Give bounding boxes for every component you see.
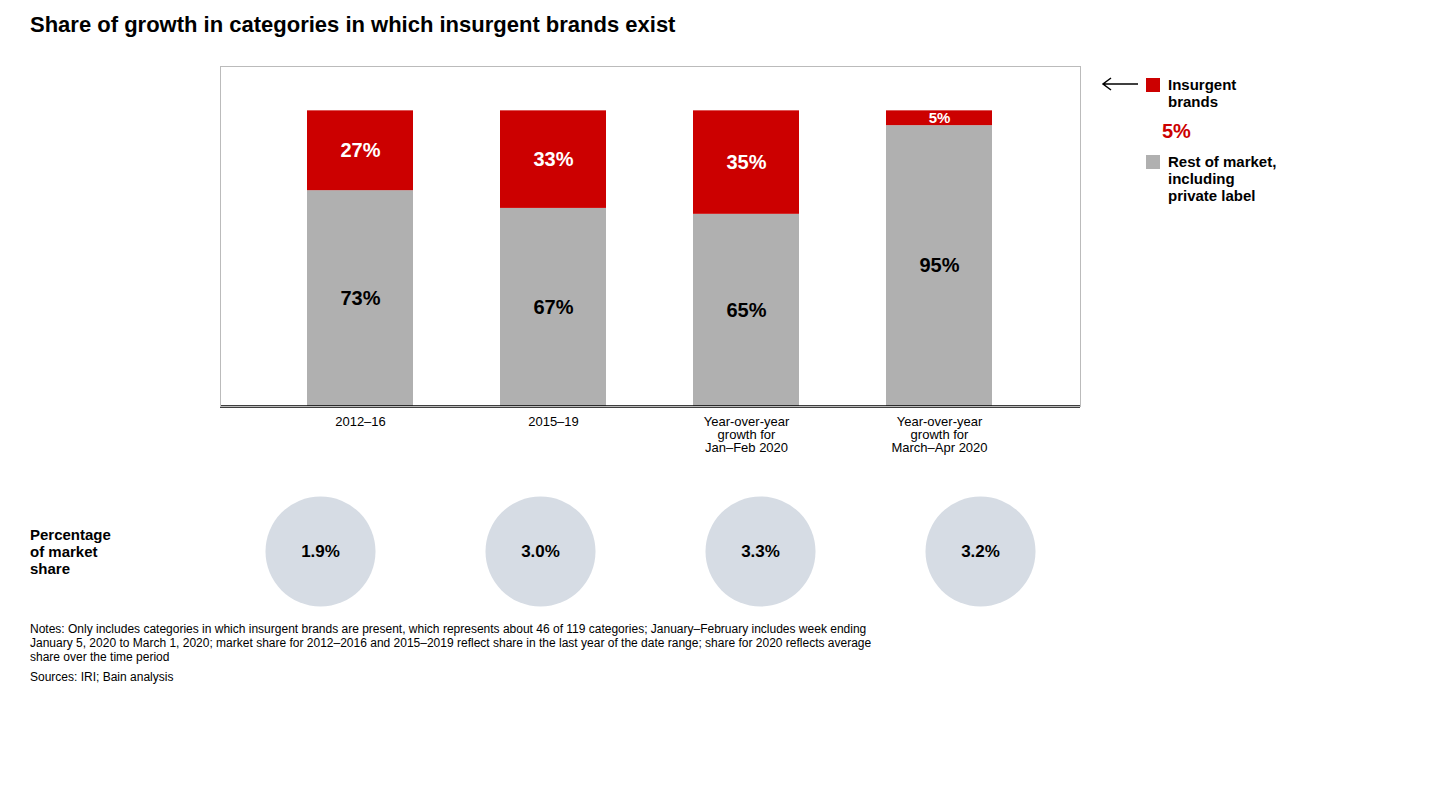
svg-text:5%: 5% [929,109,951,126]
svg-text:65%: 65% [726,299,766,321]
svg-text:3.0%: 3.0% [521,542,560,561]
svg-text:2015–19: 2015–19 [528,414,579,429]
svg-text:Year-over-yeargrowth forJan–Fe: Year-over-yeargrowth forJan–Feb 2020 [704,414,790,455]
svg-text:35%: 35% [726,151,766,173]
svg-text:73%: 73% [340,287,380,309]
svg-text:1.9%: 1.9% [301,542,340,561]
html-text:Share of growth in categories: Share of growth in categories in which i… [30,12,676,37]
html-text:Percentage of market share: Percentage of market share [30,525,111,577]
svg-text:2012–16: 2012–16 [335,414,386,429]
svg-text:27%: 27% [340,139,380,161]
html-text:5%: 5% [1162,120,1191,142]
svg-text:3.2%: 3.2% [961,542,1000,561]
svg-text:33%: 33% [533,148,573,170]
svg-text:3.3%: 3.3% [741,542,780,561]
html-text:Insurgent brands: Insurgent brands [1168,76,1237,110]
html-text:Rest of market, including priv: Rest of market, including private label [1168,153,1277,204]
svg-text:Year-over-yeargrowth forMarch–: Year-over-yeargrowth forMarch–Apr 2020 [891,414,987,455]
html-text:Sources: IRI; Bain analysis: Sources: IRI; Bain analysis [30,670,174,684]
svg-text:67%: 67% [533,296,573,318]
svg-text:95%: 95% [919,254,959,276]
html-text:Notes: Only includes categorie: Notes: Only includes categories in which… [30,622,872,664]
